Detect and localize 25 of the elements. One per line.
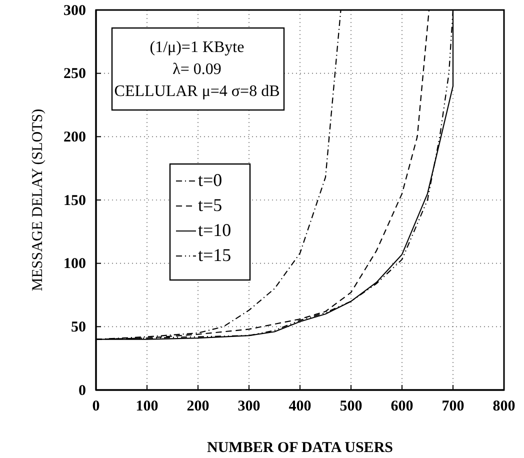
x-tick-label: 300 (238, 398, 260, 415)
y-tick-label: 150 (64, 192, 86, 209)
x-tick-label: 400 (288, 398, 312, 415)
legend-label: t=5 (198, 195, 222, 215)
y-tick-label: 200 (64, 129, 86, 146)
annotation: λ= 0.09 (172, 61, 222, 78)
x-tick-label: 500 (340, 398, 362, 415)
annotation: (1/μ)=1 KByte (150, 39, 244, 56)
x-axis-title: NUMBER OF DATA USERS (207, 440, 393, 456)
annotation: CELLULAR μ=4 σ=8 dB (114, 83, 280, 100)
y-tick-label: 50 (71, 319, 86, 336)
y-tick-label: 0 (78, 382, 86, 399)
x-tick-label: 600 (390, 398, 414, 415)
x-tick-label: 200 (186, 398, 210, 415)
y-tick-label: 250 (64, 66, 86, 82)
y-tick-label: 300 (64, 2, 86, 19)
legend-label: t=0 (198, 170, 222, 190)
y-tick-label: 100 (64, 256, 86, 272)
x-tick-label: 800 (492, 398, 516, 415)
y-axis-title: MESSAGE DELAY (SLOTS) (30, 108, 46, 292)
x-tick-label: 700 (442, 398, 464, 415)
x-tick-label: 0 (92, 398, 100, 415)
x-tick-label: 100 (136, 398, 158, 415)
legend-label: t=10 (198, 220, 232, 240)
legend-label: t=15 (198, 245, 232, 265)
